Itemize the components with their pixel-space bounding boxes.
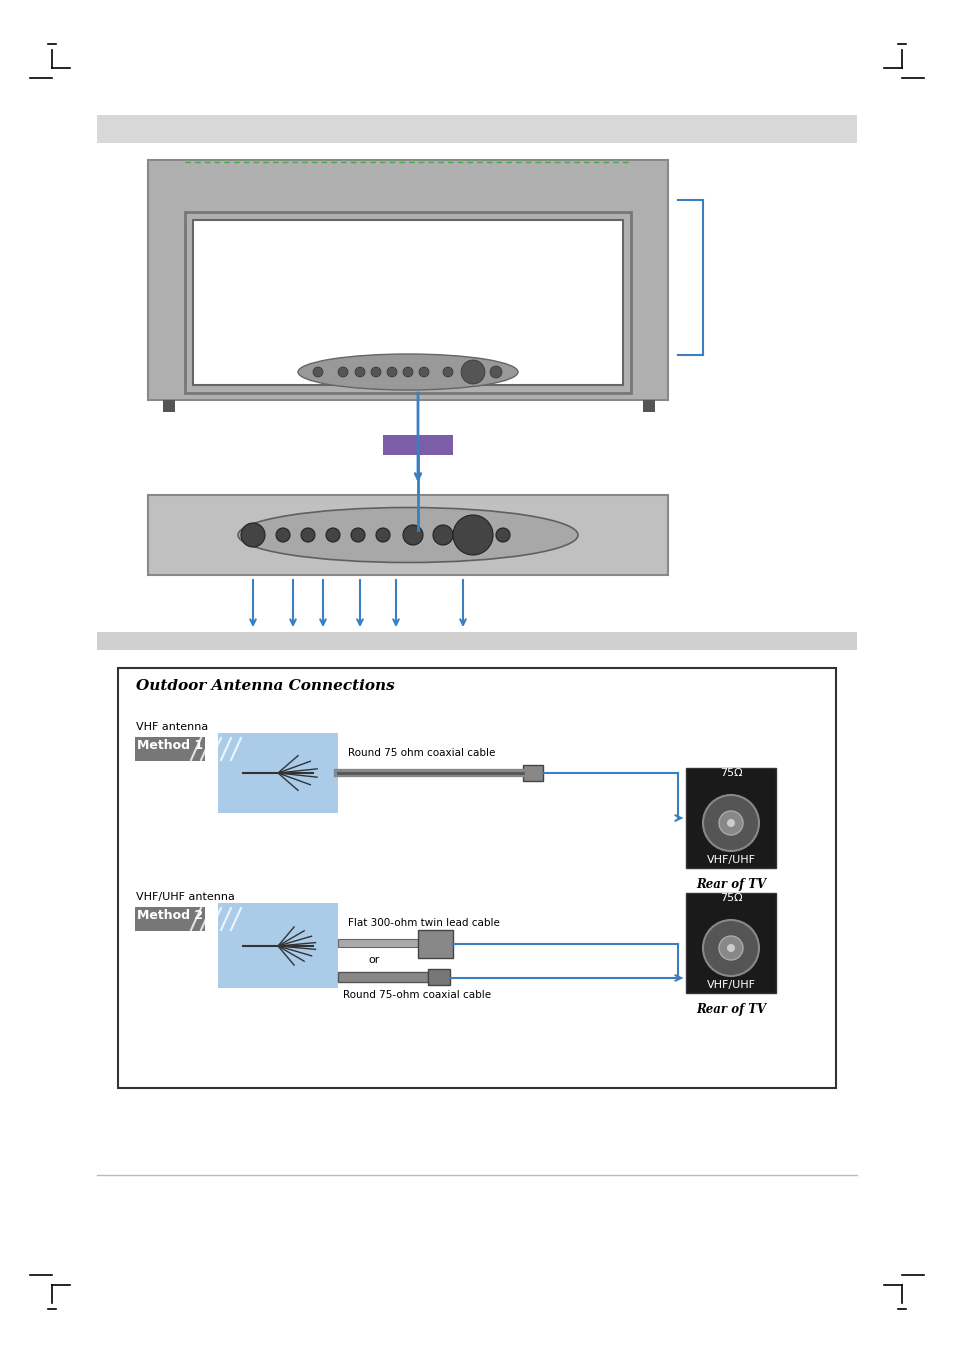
Circle shape	[326, 527, 339, 542]
Bar	[428, 969, 450, 985]
Text: or: or	[368, 955, 379, 965]
Circle shape	[355, 367, 365, 376]
Bar	[337, 973, 428, 982]
Bar	[337, 939, 417, 947]
Circle shape	[313, 367, 323, 376]
Bar	[185, 212, 630, 393]
Circle shape	[275, 527, 290, 542]
Circle shape	[371, 367, 380, 376]
Bar	[163, 401, 174, 411]
Circle shape	[496, 527, 510, 542]
FancyBboxPatch shape	[135, 737, 205, 761]
FancyBboxPatch shape	[118, 668, 835, 1089]
Circle shape	[402, 367, 413, 376]
Bar	[417, 929, 453, 958]
Text: Method 1: Method 1	[137, 739, 203, 751]
Circle shape	[387, 367, 396, 376]
Bar	[522, 765, 542, 781]
Circle shape	[702, 795, 759, 851]
Text: Rear of TV: Rear of TV	[695, 1004, 765, 1016]
Circle shape	[719, 811, 742, 835]
Text: Rear of TV: Rear of TV	[695, 878, 765, 890]
Text: VHF/UHF: VHF/UHF	[706, 855, 755, 865]
Circle shape	[241, 523, 265, 546]
Circle shape	[490, 366, 501, 378]
Circle shape	[337, 367, 348, 376]
Circle shape	[453, 515, 493, 554]
Circle shape	[726, 944, 734, 952]
Circle shape	[402, 525, 422, 545]
Text: VHF/UHF: VHF/UHF	[706, 979, 755, 990]
Circle shape	[301, 527, 314, 542]
Circle shape	[460, 360, 484, 384]
Text: Round 75-ohm coaxial cable: Round 75-ohm coaxial cable	[343, 990, 491, 1000]
Circle shape	[442, 367, 453, 376]
Bar	[148, 495, 667, 575]
Circle shape	[702, 920, 759, 975]
Text: 75Ω: 75Ω	[719, 768, 741, 778]
Text: 75Ω: 75Ω	[719, 893, 741, 902]
Text: Outdoor Antenna Connections: Outdoor Antenna Connections	[136, 679, 395, 693]
Bar	[193, 220, 622, 384]
FancyBboxPatch shape	[135, 907, 205, 931]
Bar	[642, 401, 655, 411]
Bar	[97, 631, 856, 650]
Circle shape	[418, 367, 429, 376]
Bar	[382, 434, 453, 455]
Bar	[685, 768, 775, 867]
Text: Round 75 ohm coaxial cable: Round 75 ohm coaxial cable	[348, 747, 495, 758]
Bar	[218, 733, 337, 813]
Circle shape	[375, 527, 390, 542]
Ellipse shape	[237, 507, 578, 563]
Circle shape	[726, 819, 734, 827]
Circle shape	[351, 527, 365, 542]
Text: VHF/UHF antenna: VHF/UHF antenna	[136, 892, 234, 902]
Bar	[148, 161, 667, 401]
Bar	[685, 893, 775, 993]
Text: Flat 300-ohm twin lead cable: Flat 300-ohm twin lead cable	[348, 919, 499, 928]
Ellipse shape	[297, 353, 517, 390]
Bar	[97, 115, 856, 143]
Text: Method 2: Method 2	[137, 909, 203, 921]
Text: VHF antenna: VHF antenna	[136, 722, 208, 733]
Bar	[218, 902, 337, 987]
Circle shape	[719, 936, 742, 960]
Circle shape	[433, 525, 453, 545]
